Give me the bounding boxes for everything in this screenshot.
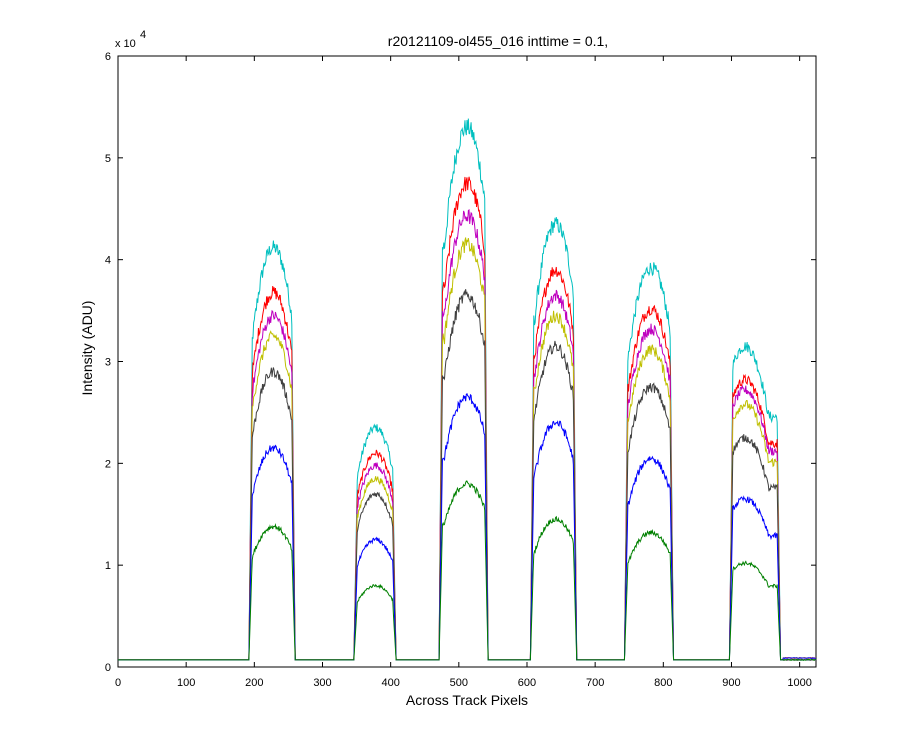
series-layer [118, 118, 817, 661]
y-tick-label: 1 [105, 560, 111, 572]
x-tick-label: 1000 [787, 677, 811, 689]
plot-area [117, 55, 817, 668]
x-tick-label: 800 [654, 677, 672, 689]
x-axis-ticks: 0 100 200 300 400 500 600 700 800 900 1000 [115, 56, 812, 689]
y-multiplier-exponent: 4 [140, 29, 146, 41]
x-tick-label: 300 [313, 677, 331, 689]
y-axis-label: Intensity (ADU) [79, 301, 95, 396]
x-tick-label: 600 [518, 677, 536, 689]
x-tick-label: 0 [115, 677, 121, 689]
x-tick-label: 500 [450, 677, 468, 689]
x-axis-label: Across Track Pixels [406, 692, 528, 708]
y-tick-label: 4 [105, 255, 111, 267]
x-tick-label: 100 [177, 677, 195, 689]
chart-title: r20121109-ol455_016 inttime = 0.1, [388, 33, 608, 49]
y-axis-ticks: 0 1 2 3 4 5 6 [105, 51, 816, 674]
x-tick-label: 700 [586, 677, 604, 689]
y-multiplier-label: x 10 [115, 38, 136, 50]
y-tick-label: 6 [105, 51, 111, 63]
y-tick-label: 3 [105, 357, 111, 369]
y-tick-label: 2 [105, 458, 111, 470]
y-tick-label: 5 [105, 153, 111, 165]
x-tick-label: 900 [722, 677, 740, 689]
x-tick-label: 200 [245, 677, 263, 689]
x-tick-label: 400 [381, 677, 399, 689]
y-tick-label: 0 [105, 662, 111, 674]
series-line [118, 480, 817, 661]
